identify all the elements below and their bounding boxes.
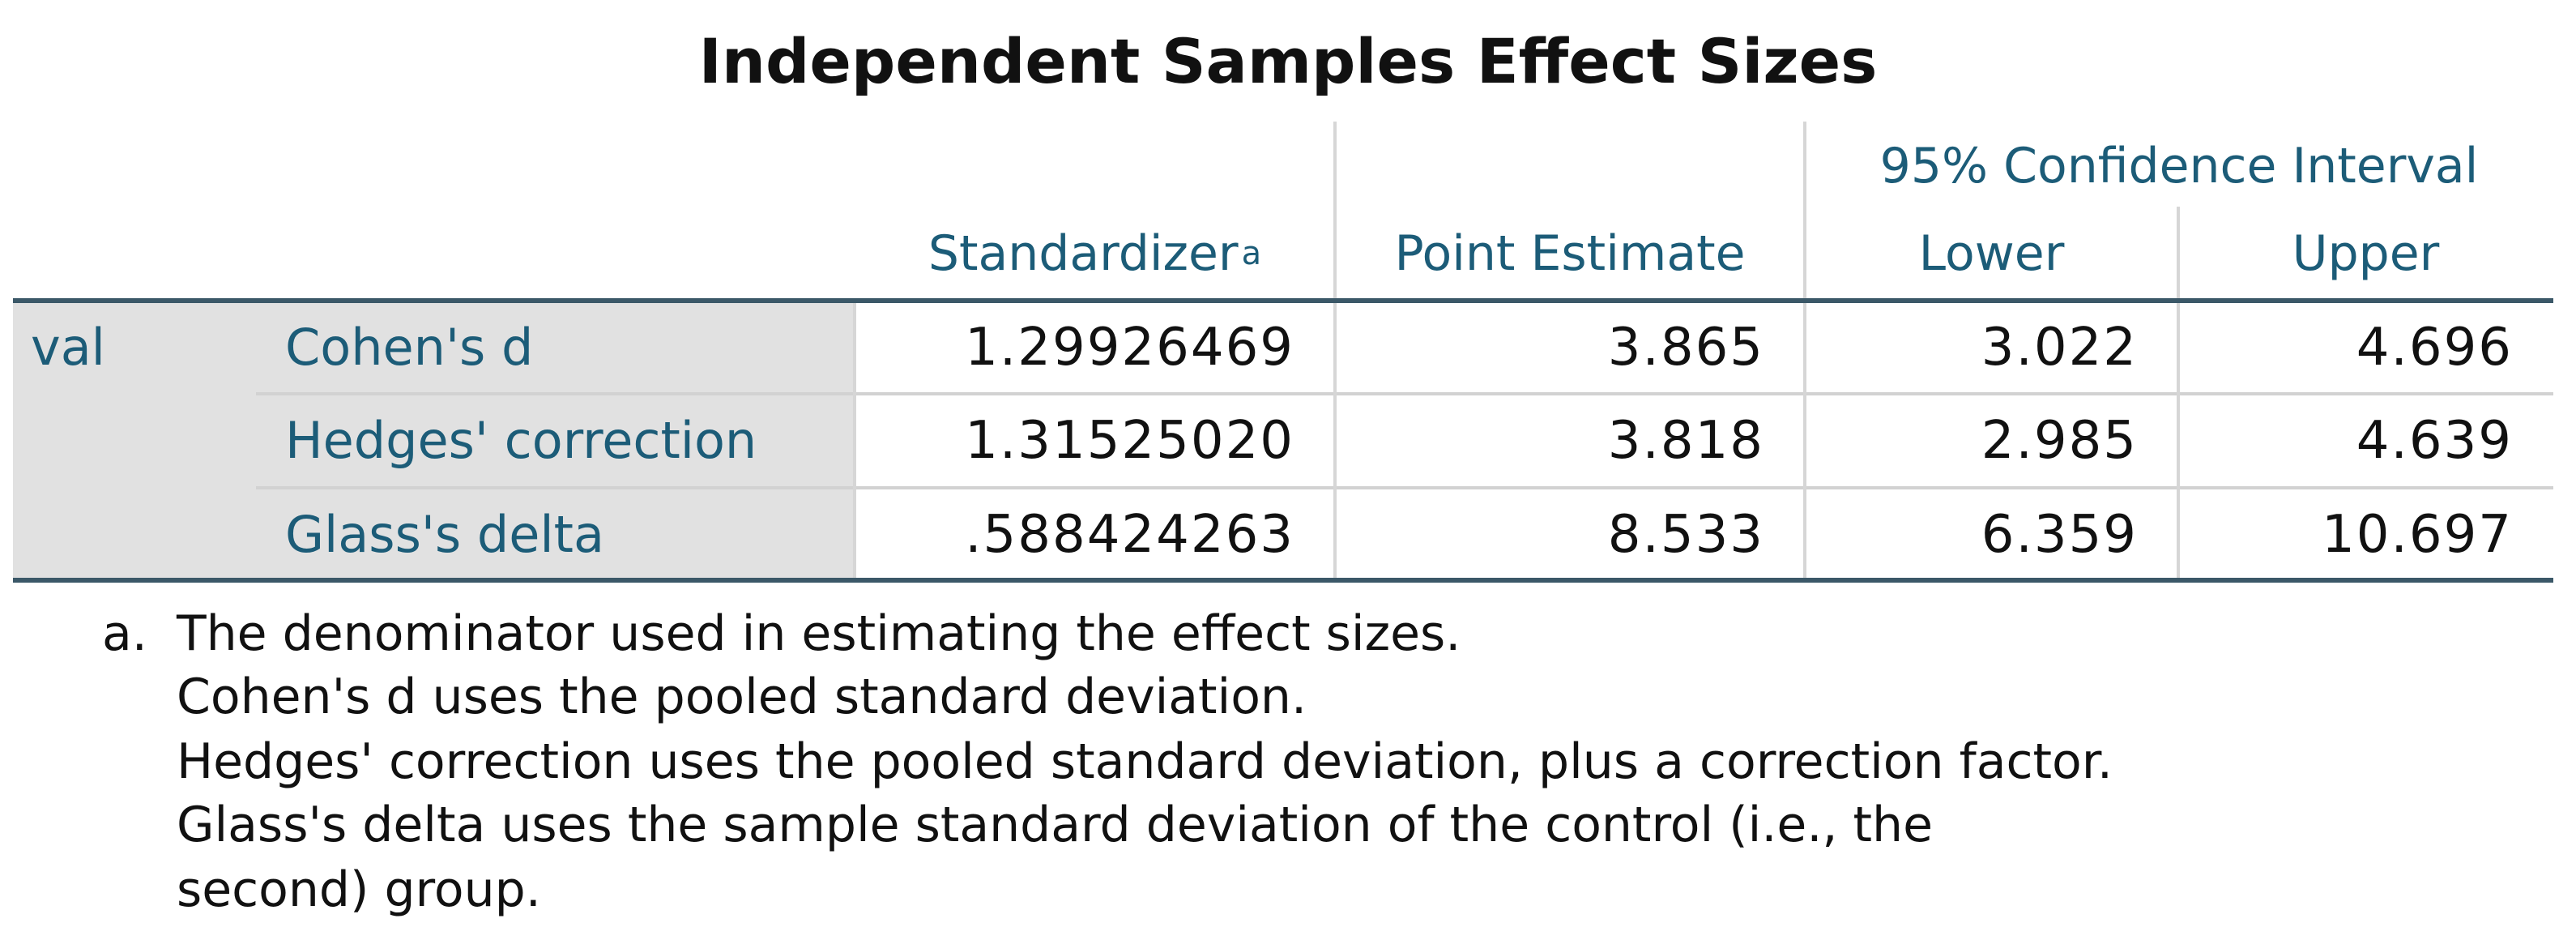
table-cell: 10.697 (2322, 504, 2513, 565)
table-cell: 3.865 (1607, 317, 1764, 378)
row-group-label: val (31, 318, 105, 377)
footnote-line: second) group. (177, 861, 541, 918)
column-divider (853, 301, 856, 580)
column-header: Point Estimate (1394, 224, 1746, 282)
table-cell: 4.696 (2356, 317, 2513, 378)
column-header: Standardizer a (928, 224, 1262, 282)
column-divider (1333, 122, 1337, 580)
footnote-marker: a. (102, 605, 147, 662)
column-header: Upper (2292, 224, 2440, 282)
group-header: 95% Confidence Interval (1879, 138, 2479, 194)
table-cell: 1.31525020 (965, 410, 1294, 471)
column-header: Lower (1918, 224, 2065, 282)
footnote-line: The denominator used in estimating the e… (177, 605, 1461, 662)
table-cell: 8.533 (1607, 504, 1764, 565)
header-rule (13, 298, 2553, 303)
footnote-line: Hedges' correction uses the pooled stand… (177, 733, 2113, 790)
column-divider (1803, 122, 1806, 580)
label-background (13, 301, 855, 580)
row-label: Glass's delta (285, 505, 604, 564)
column-divider (2177, 207, 2180, 580)
table-cell: 4.639 (2356, 410, 2513, 471)
table-cell: 6.359 (1981, 504, 2138, 565)
table-title: Independent Samples Effect Sizes (698, 24, 1878, 97)
table-cell: 2.985 (1981, 410, 2138, 471)
row-divider (256, 392, 2553, 395)
row-label: Cohen's d (285, 318, 534, 377)
row-label: Hedges' correction (285, 411, 757, 470)
footnote-line: Glass's delta uses the sample standard d… (177, 797, 1933, 853)
bottom-rule (13, 578, 2553, 583)
footnote-line: Cohen's d uses the pooled standard devia… (177, 669, 1307, 725)
table-cell: 3.818 (1607, 410, 1764, 471)
table-cell: .588424263 (965, 504, 1294, 565)
table-cell: 3.022 (1981, 317, 2138, 378)
table-cell: 1.29926469 (965, 317, 1294, 378)
row-divider (256, 486, 2553, 489)
